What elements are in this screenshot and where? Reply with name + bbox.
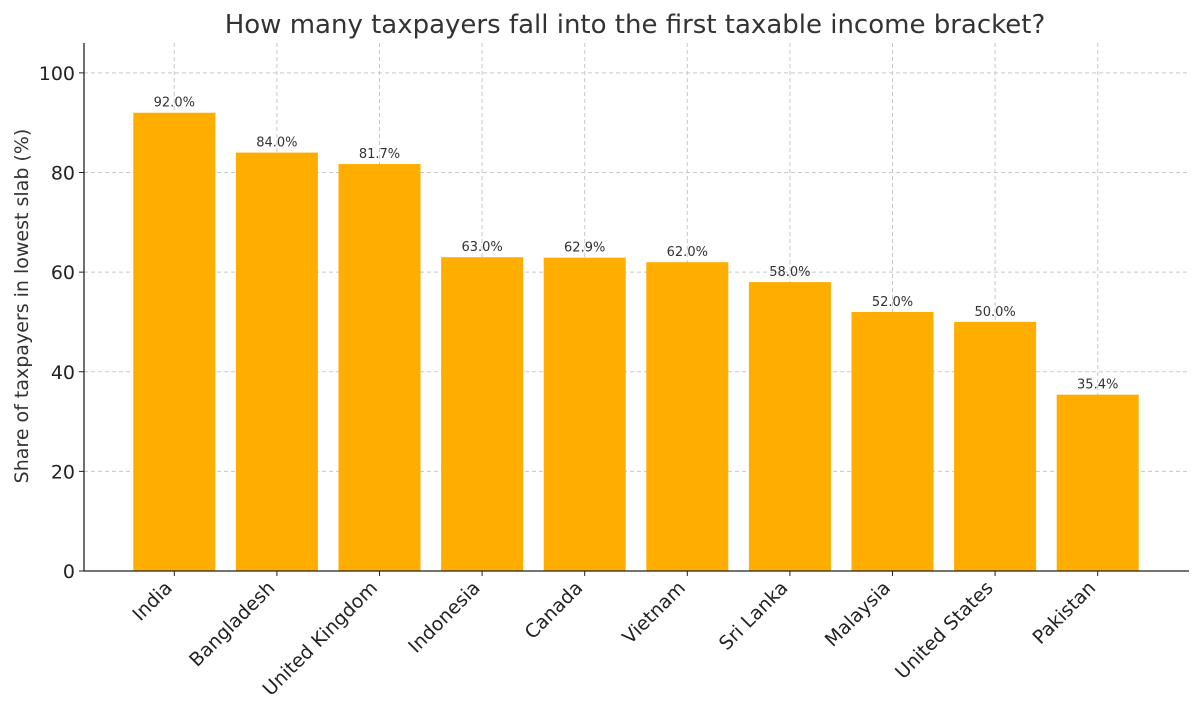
data-label: 50.0% xyxy=(974,305,1015,320)
bar-united-states xyxy=(954,321,1037,571)
chart-title: How many taxpayers fall into the first t… xyxy=(225,10,1046,40)
data-label: 84.0% xyxy=(256,136,297,151)
data-label: 92.0% xyxy=(154,96,195,111)
y-tick-labels: 0 20 40 60 80 100 xyxy=(39,63,75,583)
data-label: 81.7% xyxy=(359,147,400,162)
y-tick-label: 80 xyxy=(51,163,75,185)
x-tick-label: Canada xyxy=(521,577,588,644)
bar-united-kingdom xyxy=(338,164,421,571)
data-label: 63.0% xyxy=(461,240,502,255)
bars xyxy=(133,112,1139,572)
y-axis-label: Share of taxpayers in lowest slab (%) xyxy=(11,129,33,484)
data-labels: 92.0% 84.0% 81.7% 63.0% 62.9% 62.0% 58.0% 52.0%… xyxy=(154,96,1119,393)
bar-indonesia xyxy=(441,257,524,571)
data-label: 35.4% xyxy=(1077,378,1118,393)
bar-vietnam xyxy=(646,262,729,571)
data-label: 62.9% xyxy=(564,241,605,256)
x-tick-label: United States xyxy=(891,577,998,684)
bar-malaysia xyxy=(851,311,934,571)
x-tick-label: Malaysia xyxy=(821,577,895,651)
y-tick-label: 20 xyxy=(51,461,75,483)
y-tick-label: 40 xyxy=(51,362,75,384)
bar-bangladesh xyxy=(235,152,318,571)
x-tick-label: Indonesia xyxy=(404,577,485,658)
x-tick-label: Bangladesh xyxy=(185,577,279,671)
bar-india xyxy=(133,112,216,572)
x-tick-label: Sri Lanka xyxy=(715,577,793,655)
x-tick-label: Pakistan xyxy=(1028,577,1100,649)
bar-sri-lanka xyxy=(748,282,831,571)
data-label: 62.0% xyxy=(667,245,708,260)
y-tick-label: 100 xyxy=(39,63,75,85)
axes xyxy=(79,43,1189,576)
data-label: 58.0% xyxy=(769,265,810,280)
bar-canada xyxy=(543,257,626,571)
x-tick-label: United Kingdom xyxy=(259,577,382,700)
x-tick-label: Vietnam xyxy=(618,577,690,649)
x-tick-label: India xyxy=(128,577,177,626)
data-label: 52.0% xyxy=(872,295,913,310)
y-tick-label: 60 xyxy=(51,262,75,284)
bar-pakistan xyxy=(1056,394,1139,571)
y-tick-label: 0 xyxy=(63,561,75,583)
